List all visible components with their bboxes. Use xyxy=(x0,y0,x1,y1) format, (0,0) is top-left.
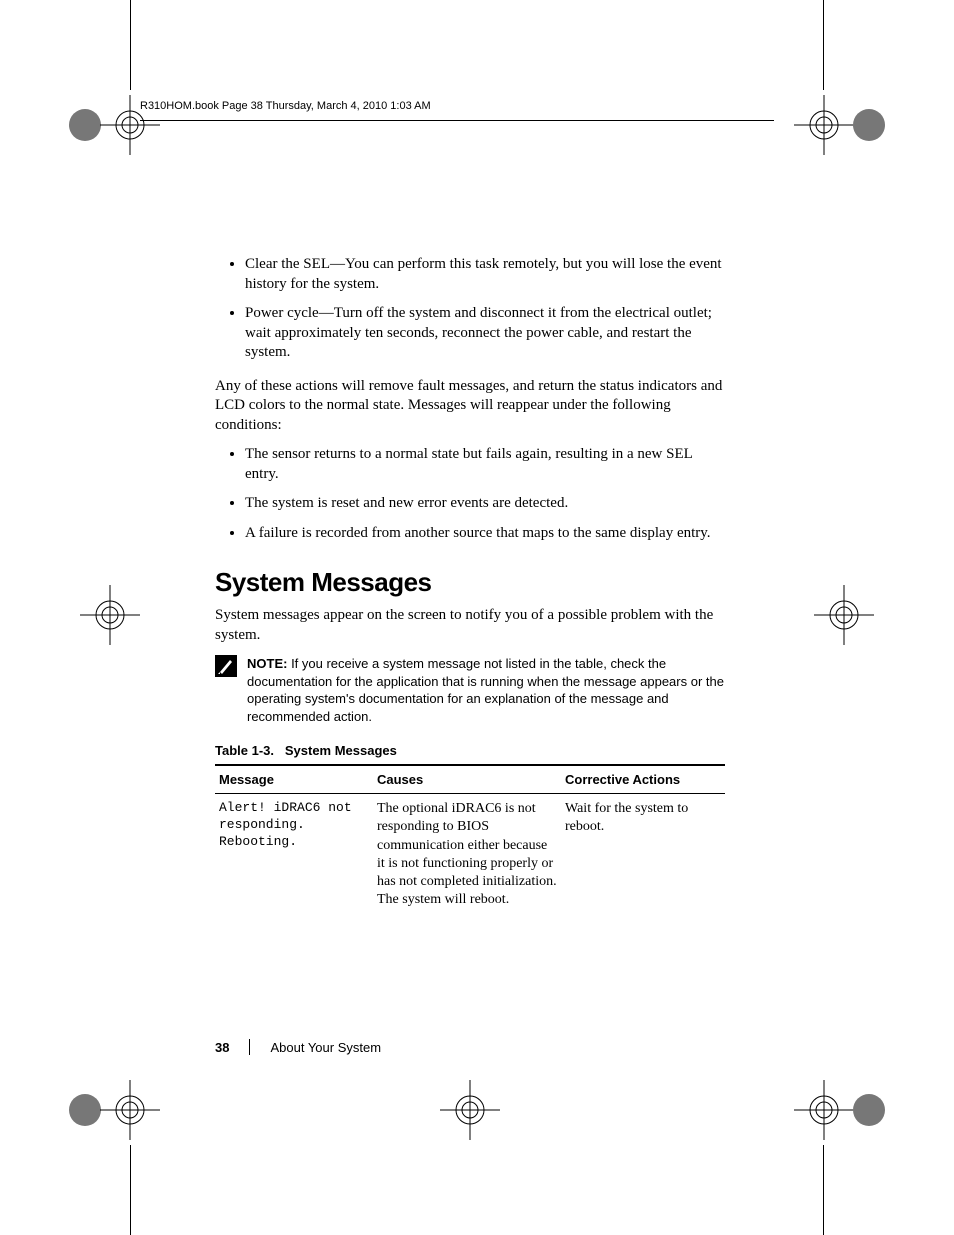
col-actions: Corrective Actions xyxy=(561,765,725,794)
cell-actions: Wait for the system to reboot. xyxy=(561,794,725,916)
system-messages-table: Message Causes Corrective Actions Alert!… xyxy=(215,764,725,915)
crop-line xyxy=(823,1145,824,1235)
table-header-row: Message Causes Corrective Actions xyxy=(215,765,725,794)
list-item: Clear the SEL—You can perform this task … xyxy=(245,255,725,294)
crop-mark-icon xyxy=(70,575,150,655)
crop-line xyxy=(130,0,131,90)
bullet-list-a: Clear the SEL—You can perform this task … xyxy=(215,255,725,363)
crop-mark-icon xyxy=(90,85,170,165)
note-icon xyxy=(215,655,237,677)
note-body: If you receive a system message not list… xyxy=(247,656,724,724)
list-item: A failure is recorded from another sourc… xyxy=(245,524,725,544)
crop-mark-icon xyxy=(829,85,909,165)
table-caption: Table 1-3. System Messages xyxy=(215,743,725,758)
crop-mark-icon xyxy=(90,1070,170,1150)
crop-line xyxy=(130,1145,131,1235)
list-item: The system is reset and new error events… xyxy=(245,494,725,514)
page-footer: 38 About Your System xyxy=(215,1039,381,1055)
note-block: NOTE: If you receive a system message no… xyxy=(215,655,725,725)
bullet-list-b: The sensor returns to a normal state but… xyxy=(215,445,725,543)
page-number: 38 xyxy=(215,1040,229,1055)
list-item: Power cycle—Turn off the system and disc… xyxy=(245,304,725,363)
footer-divider xyxy=(249,1039,250,1055)
cell-message: Alert! iDRAC6 not responding. Rebooting. xyxy=(215,794,373,916)
page-content: Clear the SEL—You can perform this task … xyxy=(215,255,725,915)
caption-title: System Messages xyxy=(285,743,397,758)
header-rule xyxy=(140,120,774,121)
table-row: Alert! iDRAC6 not responding. Rebooting.… xyxy=(215,794,725,916)
paragraph: System messages appear on the screen to … xyxy=(215,606,725,645)
paragraph: Any of these actions will remove fault m… xyxy=(215,377,725,436)
crop-mark-icon xyxy=(430,1070,510,1150)
section-heading: System Messages xyxy=(215,567,725,598)
list-item: The sensor returns to a normal state but… xyxy=(245,445,725,484)
footer-section: About Your System xyxy=(270,1040,381,1055)
note-text: NOTE: If you receive a system message no… xyxy=(247,655,725,725)
crop-mark-icon xyxy=(829,1070,909,1150)
col-message: Message xyxy=(215,765,373,794)
note-label: NOTE: xyxy=(247,656,287,671)
caption-prefix: Table 1-3. xyxy=(215,743,274,758)
running-head: R310HOM.book Page 38 Thursday, March 4, … xyxy=(140,100,431,112)
crop-line xyxy=(823,0,824,90)
col-causes: Causes xyxy=(373,765,561,794)
cell-causes: The optional iDRAC6 is not responding to… xyxy=(373,794,561,916)
crop-mark-icon xyxy=(804,575,884,655)
